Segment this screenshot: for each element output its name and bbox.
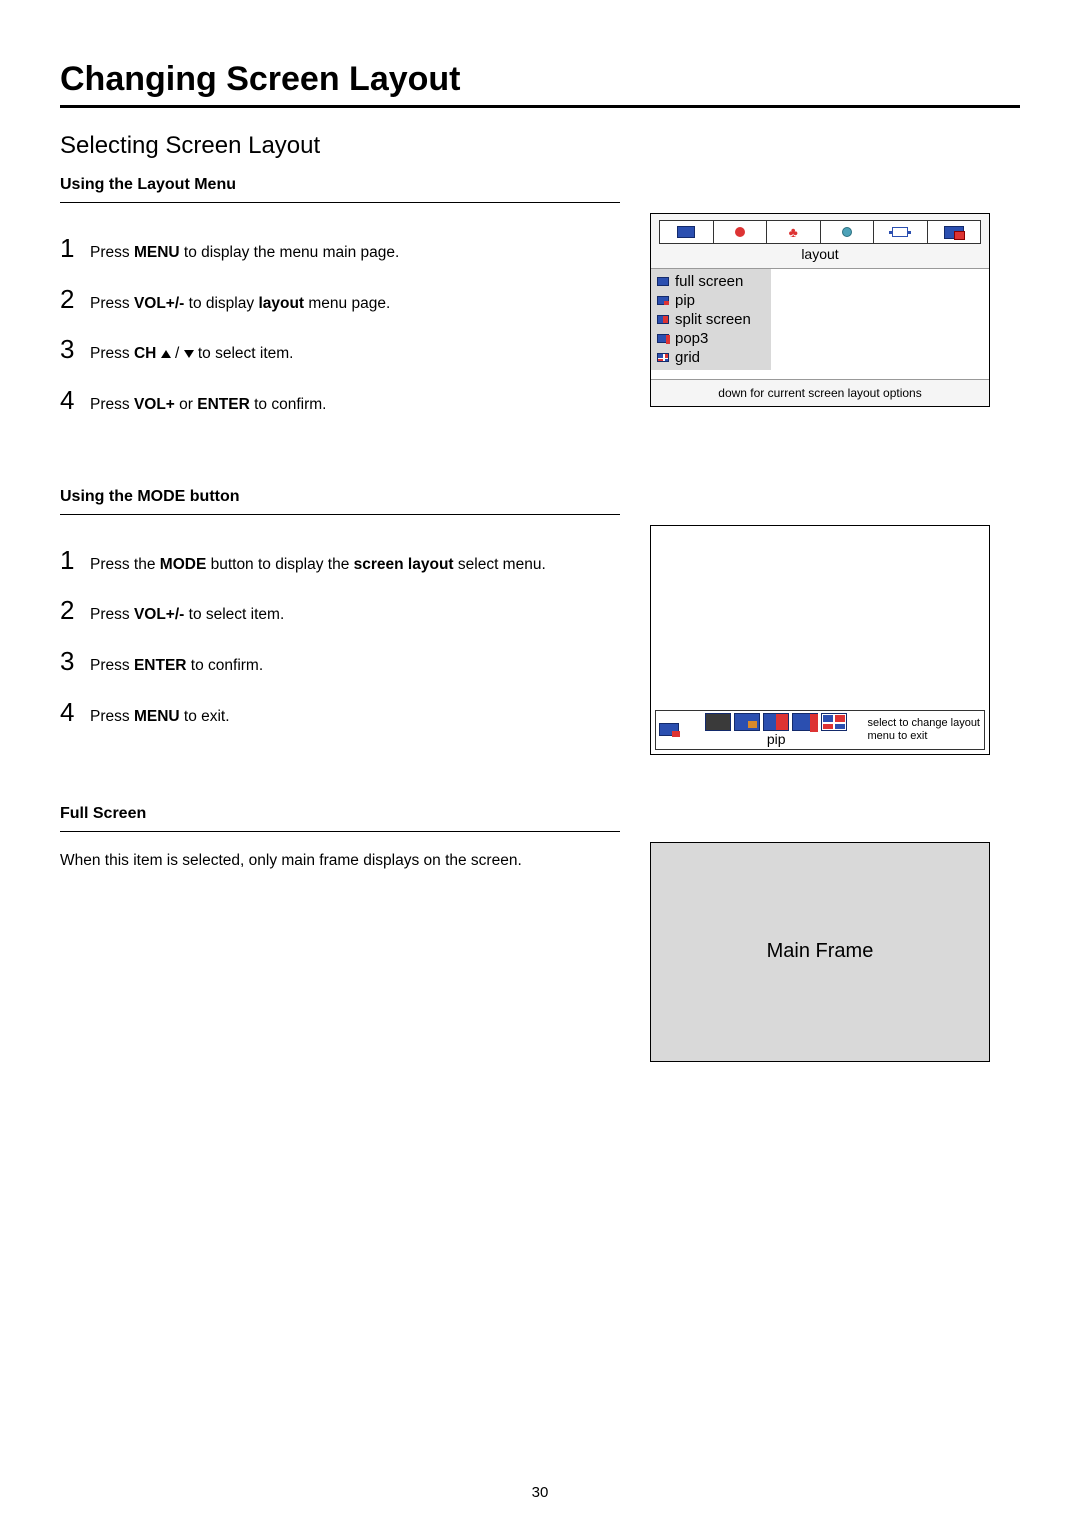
section2-steps: 1 Press the MODE button to display the s… (60, 547, 620, 728)
step: 4 Press MENU to exit. (60, 699, 620, 728)
tab-circle-icon (821, 221, 875, 243)
fig2-hint: select to change layout menu to exit (867, 717, 984, 743)
step: 1 Press the MODE button to display the s… (60, 547, 620, 576)
step-number: 2 (60, 597, 78, 623)
tab-audio-icon (714, 221, 768, 243)
fig1-tabbar: ♣ layout (651, 214, 989, 269)
section3-body: When this item is selected, only main fr… (60, 852, 620, 870)
step-text: Press CH / to select item. (90, 343, 294, 365)
fig1-body: full screen pip split screen pop3 grid (651, 269, 989, 379)
fig2-layout-strip (685, 713, 867, 731)
menu-item-label: grid (675, 349, 700, 366)
menu-item-pop3: pop3 (651, 329, 771, 348)
step-number: 3 (60, 648, 78, 674)
strip-grid-icon (821, 713, 847, 731)
strip-full-icon (705, 713, 731, 731)
pip-icon (657, 296, 669, 305)
step: 3 Press CH / to select item. (60, 336, 620, 365)
menu-item-label: pop3 (675, 330, 708, 347)
grid-icon (657, 353, 669, 362)
page-title: Changing Screen Layout (60, 60, 1020, 108)
menu-item-label: full screen (675, 273, 743, 290)
step: 3 Press ENTER to confirm. (60, 648, 620, 677)
step-number: 1 (60, 547, 78, 573)
step-text: Press ENTER to confirm. (90, 655, 263, 677)
tab-layout-icon (928, 221, 981, 243)
step-text: Press VOL+ or ENTER to confirm. (90, 394, 326, 416)
main-frame-label: Main Frame (767, 940, 874, 963)
figure-main-frame: Main Frame (650, 842, 990, 1062)
figure-mode-select: pip select to change layout menu to exit (650, 525, 990, 755)
menu-item-fullscreen: full screen (651, 272, 771, 291)
step-text: Press the MODE button to display the scr… (90, 554, 546, 576)
page-number: 30 (0, 1484, 1080, 1501)
step: 4 Press VOL+ or ENTER to confirm. (60, 387, 620, 416)
page-subtitle: Selecting Screen Layout (60, 132, 1020, 160)
menu-item-label: pip (675, 292, 695, 309)
figure-layout-menu: ♣ layout full screen pip split screen po… (650, 213, 990, 407)
menu-item-split: split screen (651, 310, 771, 329)
fig2-bottom-bar: pip select to change layout menu to exit (655, 710, 985, 750)
step-text: Press MENU to display the menu main page… (90, 242, 399, 264)
strip-pop3-icon (792, 713, 818, 731)
step: 2 Press VOL+/- to display layout menu pa… (60, 286, 620, 315)
fig1-tab-caption: layout (659, 244, 981, 266)
pip-icon (659, 723, 679, 736)
step-number: 4 (60, 699, 78, 725)
tab-clover-icon: ♣ (767, 221, 821, 243)
tab-display-icon (660, 221, 714, 243)
step-text: Press MENU to exit. (90, 706, 230, 728)
split-icon (657, 315, 669, 324)
step: 2 Press VOL+/- to select item. (60, 597, 620, 626)
fullscreen-icon (657, 277, 669, 286)
fig1-menu: full screen pip split screen pop3 grid (651, 269, 771, 370)
strip-pip-icon (734, 713, 760, 731)
fig2-hint-line2: menu to exit (867, 730, 980, 743)
step-number: 2 (60, 286, 78, 312)
section1-steps: 1 Press MENU to display the menu main pa… (60, 235, 620, 416)
fig1-footer: down for current screen layout options (651, 379, 989, 406)
fig2-caption: pip (685, 731, 867, 747)
step: 1 Press MENU to display the menu main pa… (60, 235, 620, 264)
menu-item-pip: pip (651, 291, 771, 310)
section2-label: Using the MODE button (60, 488, 620, 515)
menu-item-label: split screen (675, 311, 751, 328)
menu-item-grid: grid (651, 348, 771, 367)
fig1-tabs: ♣ (659, 220, 981, 244)
step-text: Press VOL+/- to select item. (90, 604, 284, 626)
step-number: 4 (60, 387, 78, 413)
step-number: 1 (60, 235, 78, 261)
step-number: 3 (60, 336, 78, 362)
step-text: Press VOL+/- to display layout menu page… (90, 293, 390, 315)
fig2-hint-line1: select to change layout (867, 717, 980, 730)
section1-label: Using the Layout Menu (60, 176, 620, 203)
pop3-icon (657, 334, 669, 343)
section3-label: Full Screen (60, 805, 620, 832)
tab-align-icon (874, 221, 928, 243)
strip-split-icon (763, 713, 789, 731)
